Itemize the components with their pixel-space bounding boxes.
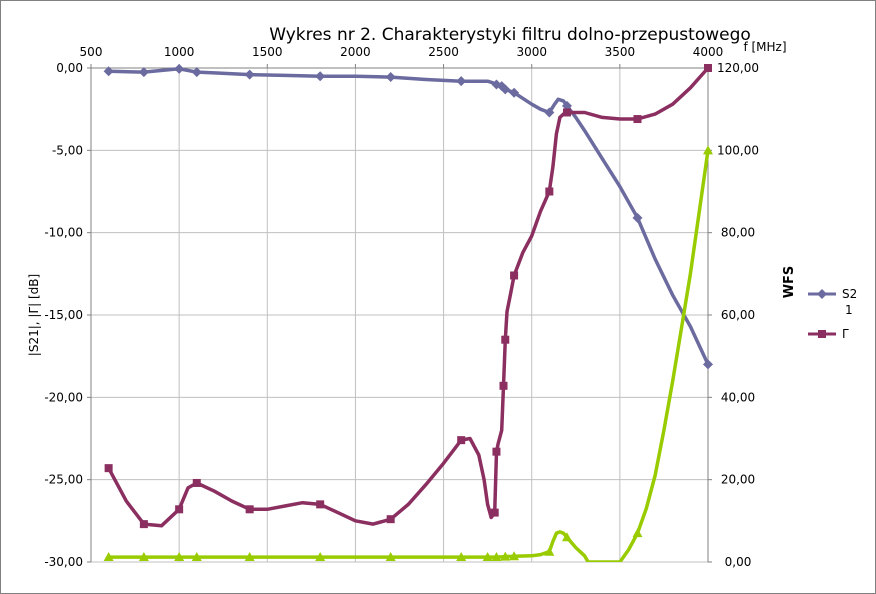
y2-tick-label: 40,00 (721, 390, 755, 404)
series-2-marker (703, 145, 713, 155)
y-tick-label: -5,00 (52, 143, 83, 157)
series-1-marker (633, 115, 642, 124)
series-2-marker (632, 528, 643, 538)
series-2-marker (482, 552, 493, 562)
legend-marker-0 (817, 289, 827, 299)
series-0-marker (632, 212, 643, 223)
series-0-marker (456, 76, 467, 87)
x-tick-label: 2500 (428, 45, 459, 59)
series-1-marker (501, 335, 510, 344)
x-tick-label: 1000 (164, 45, 195, 59)
series-1-marker (510, 271, 519, 280)
y2-axis-label: WFS (782, 266, 797, 299)
series-2-marker (244, 552, 255, 562)
x-tick-label: 500 (80, 45, 103, 59)
series-0-marker (385, 72, 396, 83)
series-line-2 (106, 148, 710, 562)
series-0-marker (244, 69, 255, 80)
y-tick-label: -10,00 (44, 226, 83, 240)
series-0-marker (509, 87, 520, 98)
y2-tick-label: 80,00 (721, 226, 755, 240)
series-2-marker (500, 551, 511, 561)
series-1-marker (104, 464, 113, 473)
series-1-marker (492, 447, 501, 456)
grid-lines (90, 67, 709, 563)
y2-tick-label: 100,00 (717, 143, 759, 157)
series-0-marker (703, 359, 713, 370)
y-tick-label: 0,00 (56, 61, 83, 75)
series-1-marker (562, 108, 571, 117)
series-2-marker (491, 552, 502, 562)
series-1-marker (316, 500, 325, 509)
series-1-marker (499, 381, 508, 390)
series-2-marker (315, 552, 326, 562)
x-tick-label: 2000 (340, 45, 371, 59)
series-2-marker (138, 552, 149, 562)
series-2-marker (174, 552, 185, 562)
axes (87, 64, 712, 563)
series-0-marker (561, 100, 572, 111)
series-0-marker (138, 67, 149, 78)
series-line-0 (106, 67, 710, 367)
series-0-marker (315, 71, 326, 82)
chart-title: Wykres nr 2. Charakterystyki filtru doln… (269, 25, 751, 45)
series-1-marker (139, 520, 148, 529)
y-axis-label: |S21|, |Γ| [dB] (27, 274, 41, 356)
series-1-marker (245, 505, 254, 514)
y-tick-label: -15,00 (44, 308, 83, 322)
series-2-marker (191, 552, 202, 562)
legend-label-0: S2 (842, 287, 857, 301)
series-2-marker (509, 551, 520, 561)
y-tick-label: -30,00 (44, 555, 83, 569)
series-1-marker (386, 515, 395, 524)
y2-tick-label: 120,00 (717, 61, 759, 75)
x-tick-label: 1500 (252, 45, 283, 59)
series-2-marker (385, 552, 396, 562)
tick-labels: 500 1000 1500 2000 2500 3000 3500 4000 0,00 -5,00… (44, 45, 759, 569)
legend-label-1: Γ (842, 327, 849, 341)
x-tick-label: 3000 (516, 45, 547, 59)
series-2-marker (544, 546, 555, 556)
legend-label-0-line2: 1 (845, 303, 853, 317)
series-1-marker (192, 478, 201, 487)
series-2-marker (456, 552, 467, 562)
series-line-1 (106, 66, 710, 528)
x-axis-label: f [MHz] (743, 40, 786, 54)
series-0-marker (500, 84, 511, 95)
x-tick-label: 4000 (693, 45, 724, 59)
series-2-marker (103, 552, 114, 562)
series-1-marker (490, 508, 499, 517)
series-1-marker (704, 64, 712, 72)
y-tick-label: -20,00 (44, 390, 83, 404)
x-tick-label: 3500 (605, 45, 636, 59)
y-tick-label: -25,00 (44, 473, 83, 487)
series-0-marker (174, 63, 185, 74)
y2-tick-label: 20,00 (721, 473, 755, 487)
y2-tick-label: 60,00 (721, 308, 755, 322)
series-1-marker (545, 187, 554, 196)
series-1-marker (457, 436, 466, 445)
series-1-marker (175, 505, 184, 514)
series-0-marker (191, 67, 202, 78)
legend: S2 1 Γ (808, 287, 857, 341)
legend-marker-1 (818, 330, 826, 338)
y2-tick-label: 0,00 (725, 555, 752, 569)
series-0-marker (544, 107, 555, 118)
series-0-marker (103, 66, 114, 77)
series-markers (103, 63, 713, 562)
series-2-marker (561, 532, 572, 542)
